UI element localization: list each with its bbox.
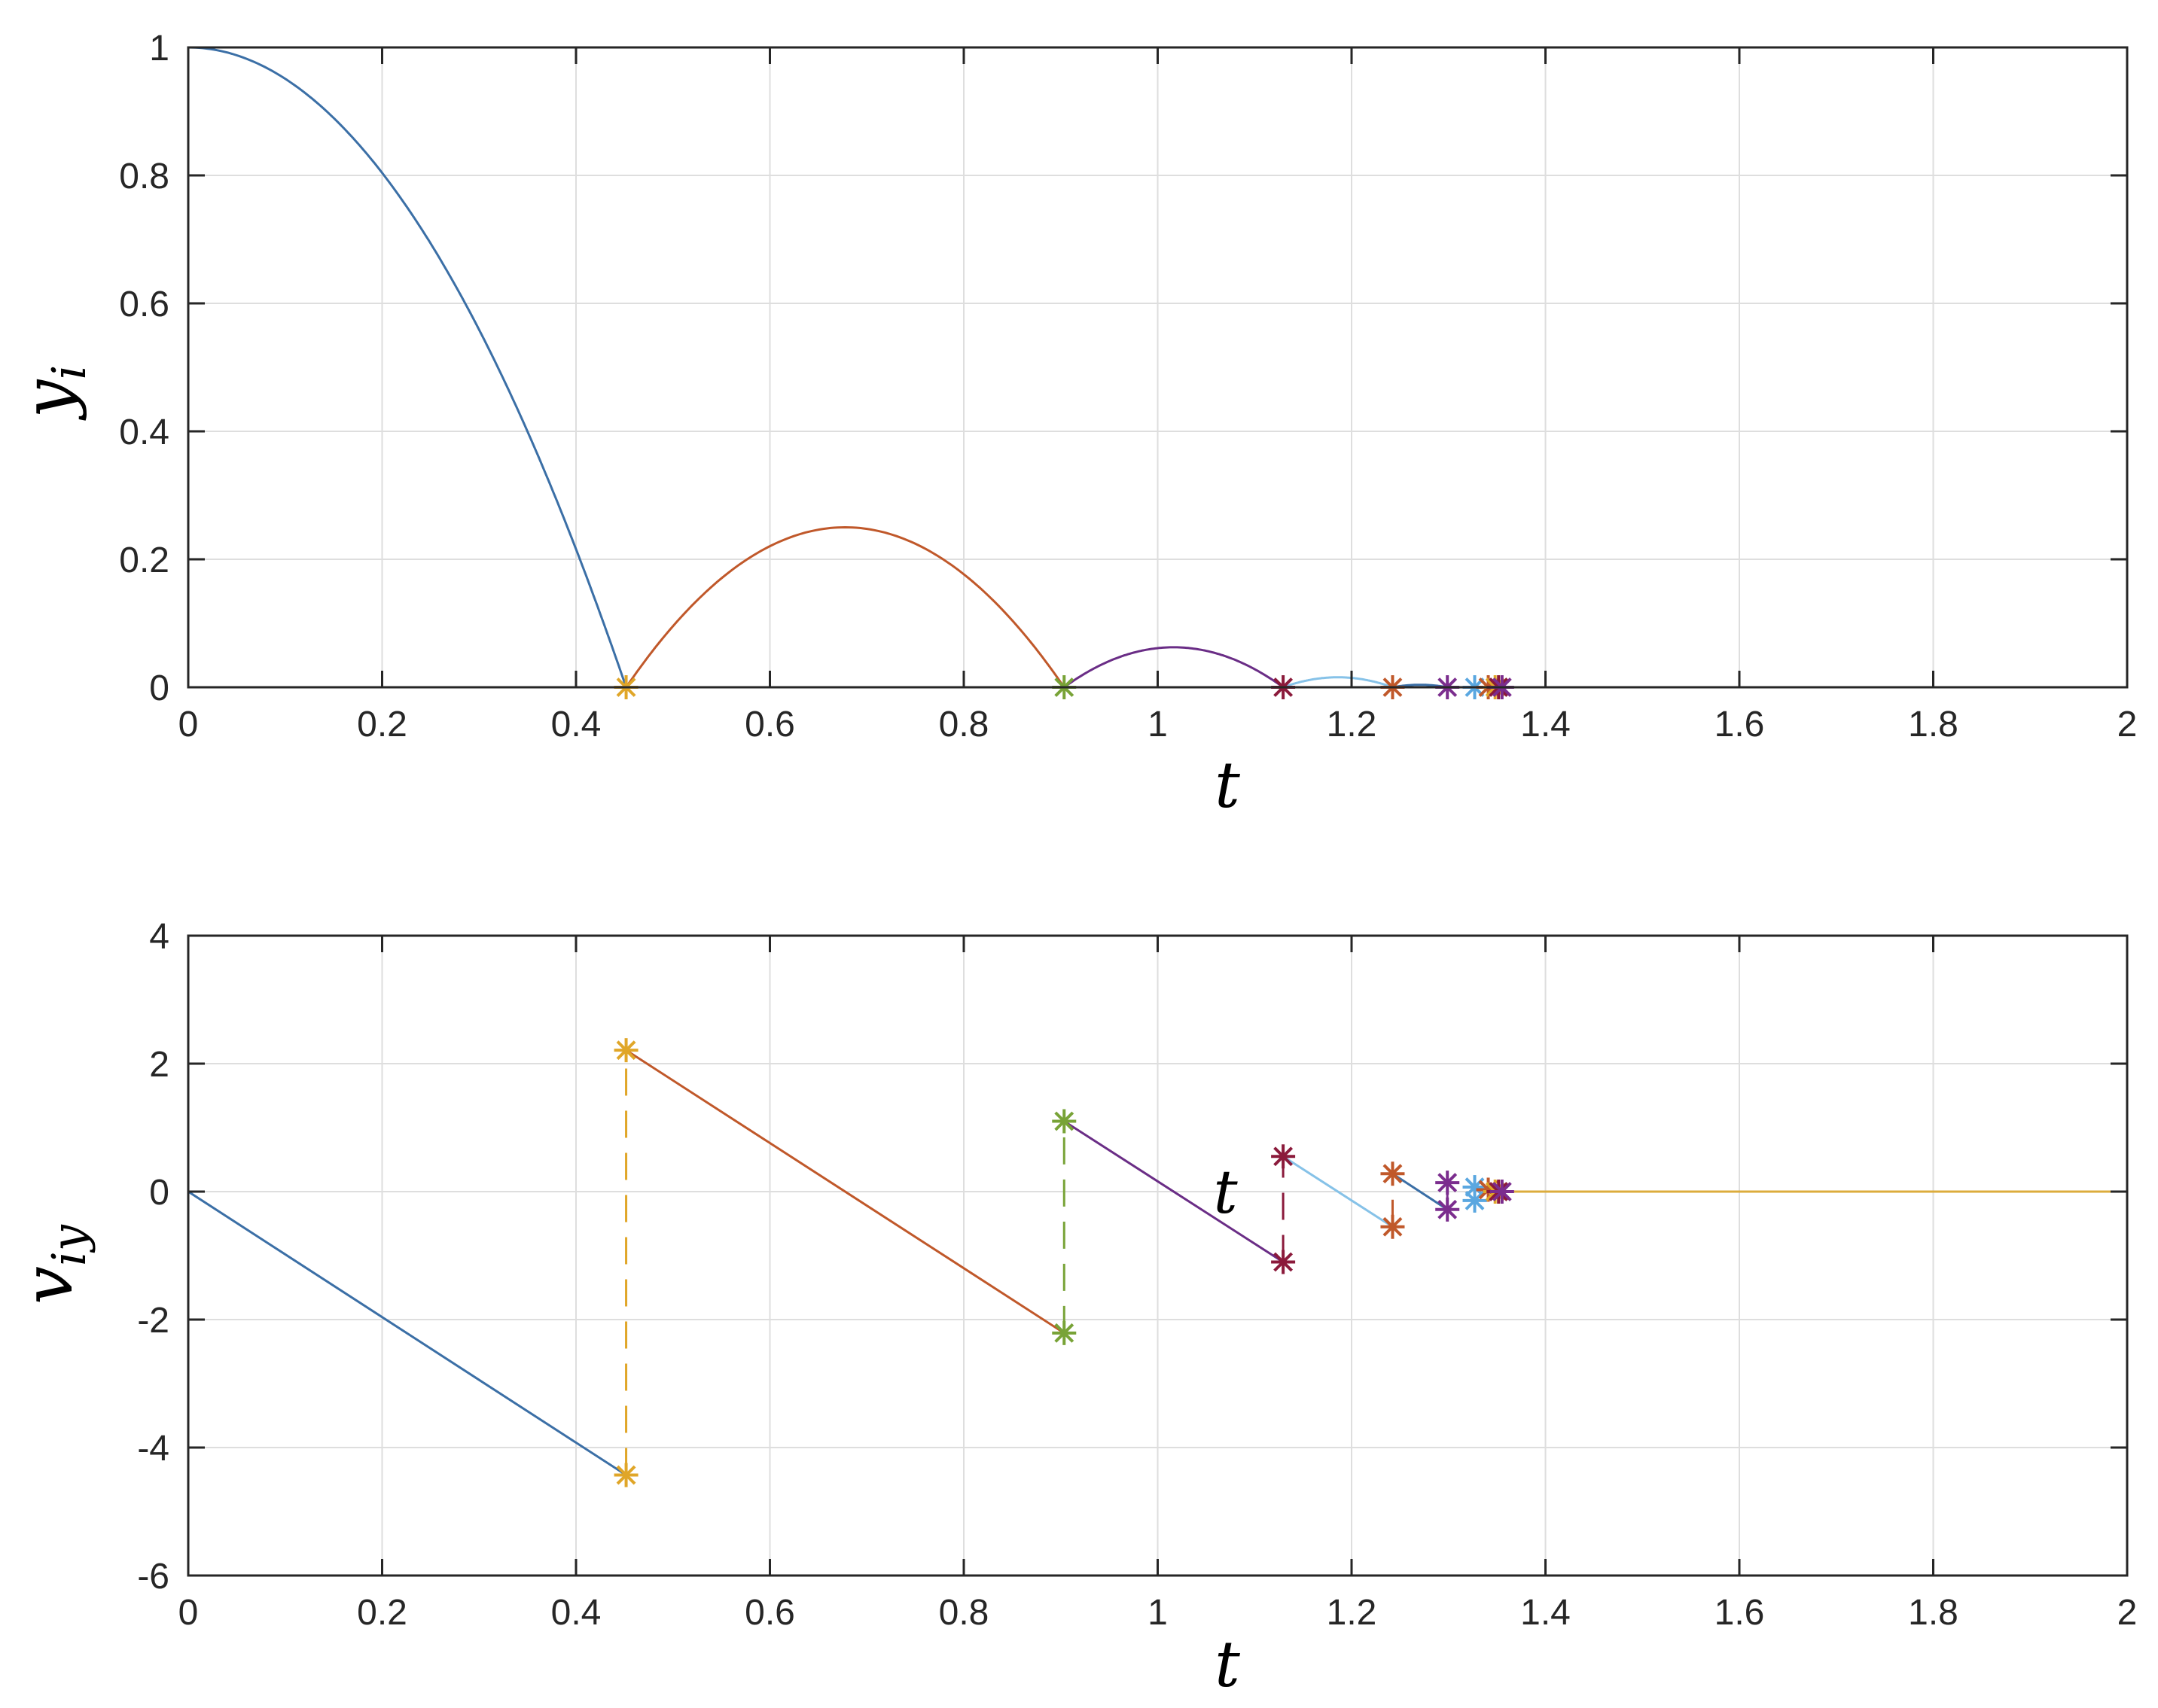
series-line [1063, 1120, 1284, 1263]
impact-marker [1380, 1214, 1405, 1239]
impact-marker [1435, 1197, 1460, 1222]
y-tick-label: -6 [137, 1557, 169, 1597]
series-line [187, 46, 628, 688]
svg-text:viy: viy [9, 1224, 96, 1305]
series-line [1282, 676, 1393, 689]
y-axis-label-subscript: i [41, 365, 96, 380]
svg-text:yi: yi [9, 365, 96, 422]
series-line [1391, 1172, 1449, 1211]
plot-y-velocity: 0 0.2 0.4 0.6 0.8 1 1.2 1.4 1.6 1.8 2 -6 -4 -2 0 2 4 t v… [9, 917, 2137, 1701]
impact-marker-stroke [616, 1040, 636, 1061]
y-tick-label: 1 [149, 29, 169, 69]
impact-marker [1052, 1109, 1077, 1134]
x-tick-label: 1.6 [1715, 1593, 1765, 1633]
impact-marker-stroke [1437, 1199, 1458, 1219]
x-tick-label: 1.4 [1520, 705, 1571, 744]
x-tick-label: 0.4 [551, 705, 602, 744]
y-tick-label: 4 [149, 917, 169, 957]
impact-marker-stroke [1273, 1146, 1294, 1167]
impact-marker [1052, 1320, 1077, 1345]
x-tick-label: 1.4 [1520, 1593, 1571, 1633]
tick-layer: 0 0.2 0.4 0.6 0.8 1 1.2 1.4 1.6 1.8 2 0 0.2 0.4 0.6 0.8… [119, 29, 2137, 744]
y-axis-label: v [9, 1266, 88, 1305]
x-tick-label: 1 [1148, 1593, 1168, 1633]
series-line [1063, 646, 1284, 689]
y-tick-label: -2 [137, 1301, 169, 1341]
x-tick-label: 0.2 [357, 1593, 407, 1633]
grid [188, 936, 2127, 1576]
x-tick-label: 0 [178, 1593, 199, 1633]
impact-marker-stroke [1465, 1190, 1485, 1210]
plot-y-position: 0 0.2 0.4 0.6 0.8 1 1.2 1.4 1.6 1.8 2 0 0.2 0.4 0.6 0.8… [9, 29, 2137, 822]
impact-marker-stroke [1054, 1323, 1074, 1343]
y-tick-label: 2 [149, 1045, 169, 1085]
y-tick-label: 0.2 [119, 540, 169, 580]
tick-layer: 0 0.2 0.4 0.6 0.8 1 1.2 1.4 1.6 1.8 2 -6 -4 -2 0 2 4 [137, 917, 2137, 1633]
series-line [625, 1049, 1065, 1335]
x-axis-label: t [1215, 748, 1240, 822]
x-tick-label: 0 [178, 705, 199, 744]
series-line [187, 1190, 627, 1476]
annotation-t: t [1214, 1157, 1239, 1227]
impact-marker-stroke [1054, 1111, 1074, 1131]
impact-marker [1271, 1250, 1296, 1274]
y-tick-label: 0.6 [119, 285, 169, 324]
impact-marker [1462, 1188, 1487, 1213]
x-tick-label: 1.2 [1327, 1593, 1377, 1633]
y-tick-label: 0.4 [119, 413, 169, 452]
impact-marker [1435, 1171, 1460, 1195]
x-tick-label: 0.2 [357, 705, 407, 744]
y-axis-label: y [9, 379, 88, 421]
impact-marker [614, 1463, 639, 1487]
impact-marker [1380, 1162, 1405, 1186]
x-tick-label: 0.6 [745, 705, 795, 744]
x-tick-label: 1.8 [1908, 705, 1958, 744]
x-tick-label: 2 [2117, 1593, 2138, 1633]
y-tick-label: 0 [149, 668, 169, 708]
impact-marker-stroke [1437, 1173, 1458, 1193]
x-tick-label: 1.8 [1908, 1593, 1958, 1633]
marker-layer [614, 1038, 1514, 1487]
x-axis-label: t [1215, 1627, 1240, 1701]
x-tick-label: 1 [1148, 705, 1168, 744]
y-axis-label-subscript: iy [41, 1224, 96, 1266]
impact-marker-stroke [1382, 1164, 1403, 1184]
impact-marker-stroke [1273, 1252, 1294, 1272]
x-tick-label: 1.6 [1715, 705, 1765, 744]
impact-marker [1271, 1144, 1296, 1169]
grid [188, 47, 2127, 687]
x-tick-label: 0.8 [939, 1593, 989, 1633]
y-tick-label: 0.8 [119, 157, 169, 196]
impact-marker [614, 1038, 639, 1063]
x-tick-label: 2 [2117, 705, 2138, 744]
x-tick-label: 1.2 [1327, 705, 1377, 744]
y-tick-label: 0 [149, 1173, 169, 1213]
data-layer [187, 1049, 2127, 1476]
y-axis-label-group: yi [9, 365, 96, 422]
x-tick-label: 0.6 [745, 1593, 795, 1633]
impact-marker-stroke [1492, 1182, 1512, 1201]
x-tick-label: 0.4 [551, 1593, 602, 1633]
series-line [625, 525, 1065, 688]
impact-marker-stroke [1382, 1216, 1403, 1237]
x-tick-label: 0.8 [939, 705, 989, 744]
y-tick-label: -4 [137, 1429, 169, 1469]
y-axis-label-group: viy [9, 1224, 96, 1305]
impact-marker [1489, 1180, 1514, 1204]
series-line [1282, 1155, 1394, 1228]
impact-marker-stroke [616, 1465, 636, 1485]
